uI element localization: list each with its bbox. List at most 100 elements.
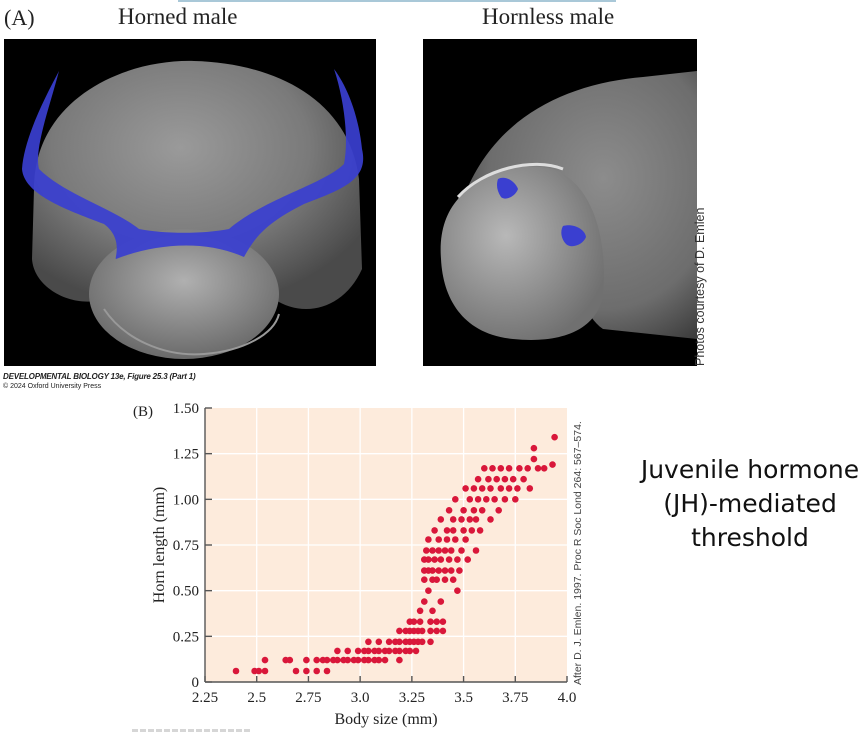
data-point bbox=[396, 656, 403, 664]
data-point bbox=[425, 587, 432, 594]
data-point bbox=[445, 507, 453, 514]
data-point bbox=[481, 465, 488, 472]
figure-caption: DEVELOPMENTAL BIOLOGY 13e, Figure 25.3 (… bbox=[3, 372, 196, 392]
data-point bbox=[437, 516, 445, 523]
data-point bbox=[441, 576, 449, 583]
x-tick-label: 3.25 bbox=[399, 690, 425, 706]
data-point bbox=[435, 547, 443, 554]
data-point bbox=[478, 485, 486, 492]
x-tick-label: 2.75 bbox=[295, 690, 321, 706]
data-point bbox=[410, 618, 418, 625]
data-point bbox=[497, 485, 505, 492]
data-point bbox=[489, 465, 496, 472]
data-point bbox=[460, 507, 467, 514]
data-point bbox=[460, 527, 467, 534]
data-point bbox=[375, 638, 383, 646]
data-point bbox=[445, 556, 453, 563]
data-point bbox=[447, 567, 455, 574]
data-point bbox=[476, 527, 484, 534]
x-tick-label: 3.5 bbox=[454, 690, 473, 706]
x-tick-label: 2.25 bbox=[192, 690, 218, 706]
side-text-line3: threshold bbox=[691, 523, 809, 552]
data-point bbox=[485, 475, 492, 483]
horned-male-title: Horned male bbox=[118, 4, 238, 29]
data-point bbox=[354, 647, 362, 655]
data-point bbox=[303, 656, 310, 664]
data-point bbox=[396, 627, 403, 635]
data-point bbox=[441, 567, 449, 574]
data-point bbox=[512, 496, 519, 503]
data-point bbox=[354, 656, 362, 664]
data-point bbox=[447, 547, 455, 554]
data-point bbox=[470, 507, 478, 514]
data-point bbox=[429, 607, 436, 615]
top-divider-line bbox=[178, 0, 616, 2]
data-point bbox=[462, 485, 469, 492]
photo-credit: Photos courtesy of D. Emlen bbox=[693, 207, 707, 366]
data-point bbox=[344, 647, 352, 655]
data-point bbox=[433, 627, 441, 635]
data-point bbox=[375, 647, 383, 655]
x-tick-label: 3.0 bbox=[351, 690, 370, 706]
caption-copyright: © 2024 Oxford University Press bbox=[3, 383, 102, 390]
data-point bbox=[534, 465, 542, 472]
data-point bbox=[443, 527, 451, 534]
data-point bbox=[406, 647, 414, 655]
data-point bbox=[439, 627, 447, 635]
data-point bbox=[470, 485, 478, 492]
data-point bbox=[514, 485, 521, 492]
data-point bbox=[416, 618, 424, 625]
data-point bbox=[365, 638, 372, 646]
data-point bbox=[449, 576, 457, 583]
data-point bbox=[524, 465, 531, 472]
data-point bbox=[483, 496, 490, 503]
data-point bbox=[385, 647, 393, 655]
x-tick-label: 4.0 bbox=[558, 690, 577, 706]
horn-nub-bottom bbox=[561, 225, 586, 247]
data-point bbox=[456, 567, 463, 574]
data-point bbox=[385, 638, 393, 646]
data-point bbox=[530, 444, 538, 452]
data-point bbox=[427, 627, 434, 635]
data-point bbox=[439, 618, 447, 625]
data-point bbox=[540, 465, 548, 472]
y-axis-title: Horn length (mm) bbox=[151, 487, 168, 603]
data-point bbox=[452, 536, 459, 543]
data-point bbox=[472, 547, 480, 554]
side-text-line1: Juvenile hormone bbox=[640, 455, 860, 484]
data-point bbox=[516, 465, 523, 472]
horned-male-photo bbox=[4, 39, 376, 366]
scatter-plot-svg: 2.25 2.5 2.75 3.0 3.25 3.5 3.75 4.0 0 0.25 0.50 0.7… bbox=[133, 401, 584, 728]
data-point bbox=[530, 455, 538, 463]
data-point bbox=[286, 656, 294, 664]
data-point bbox=[423, 547, 430, 554]
y-tick-label: 0.75 bbox=[173, 538, 199, 554]
data-point bbox=[427, 618, 434, 625]
data-point bbox=[497, 465, 505, 472]
x-tick-label: 2.5 bbox=[247, 690, 266, 706]
data-point bbox=[323, 667, 331, 675]
data-point bbox=[474, 496, 482, 503]
data-point bbox=[425, 556, 432, 563]
data-point bbox=[418, 638, 426, 646]
data-point bbox=[449, 527, 457, 534]
data-point bbox=[292, 667, 300, 675]
faint-caption-text bbox=[132, 729, 252, 732]
horn-nub-top bbox=[497, 177, 518, 199]
data-point bbox=[365, 647, 372, 655]
data-point bbox=[487, 516, 494, 523]
data-point bbox=[509, 475, 517, 483]
data-point bbox=[421, 598, 428, 605]
data-point bbox=[458, 547, 465, 554]
data-point bbox=[421, 576, 428, 583]
data-point bbox=[313, 667, 321, 675]
data-point bbox=[478, 507, 486, 514]
data-point bbox=[323, 656, 331, 664]
hornless-male-photo bbox=[423, 39, 697, 366]
data-point bbox=[375, 656, 383, 664]
data-point bbox=[466, 496, 474, 503]
data-point bbox=[433, 618, 441, 625]
data-point bbox=[452, 496, 459, 503]
data-point bbox=[431, 527, 438, 534]
y-tick-label: 0.50 bbox=[173, 584, 199, 600]
